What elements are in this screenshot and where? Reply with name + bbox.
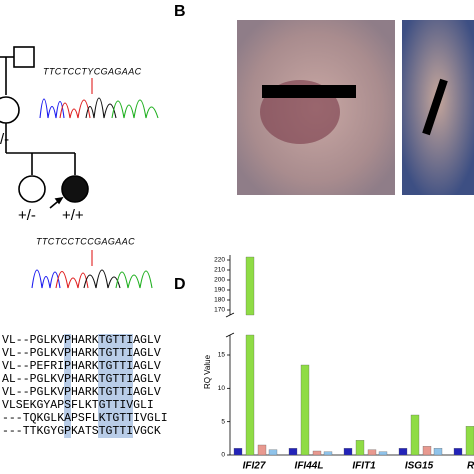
genotype: /- (0, 131, 9, 148)
alignment-row: AL--PGLKVPHARKTGTTIAGLV (2, 373, 161, 386)
pedigree (0, 46, 89, 209)
alignment: VL--PGLKVPHARKTGTTIAGLVVL--PGLKVPHARKTGT… (2, 334, 168, 438)
female-symbol (0, 96, 20, 124)
sequence: TTCTCCTYCGAGAAC (43, 66, 142, 76)
bar (410, 414, 420, 456)
alignment-row: ---TQKGLKAPSFLKTGTTIVGLI (2, 412, 168, 425)
bar (233, 448, 243, 456)
panel-label: D (174, 276, 186, 293)
x-tick-label: IFI27 (243, 461, 266, 472)
sequence: TTCTCCTCCGAGAAC (36, 236, 135, 246)
x-tick-label: RS (467, 461, 474, 472)
alignment-row: VL--PGLKVPHARKTGTTIAGLV (2, 386, 161, 399)
bar (398, 448, 408, 456)
y-tick-label: 190 (214, 287, 225, 294)
y-tick-label: 5 (221, 418, 225, 425)
y-tick-label: 200 (214, 277, 225, 284)
trace (85, 97, 117, 119)
bar (367, 449, 377, 456)
genotype: +/- (18, 207, 36, 224)
x-tick-label: ISG15 (405, 461, 434, 472)
y-tick-label: 0 (221, 452, 225, 459)
alignment-row: VL--PGLKVPHARKTGTTIAGLV (2, 347, 161, 360)
bar-chart: 0 5 10 15 170 180 190 200 210 220 IFI27 IFI44L IFIT1… (214, 255, 474, 472)
eye-bar (422, 78, 448, 136)
axis-break (225, 312, 235, 338)
alignment-row: ---TTKGYGPKATSTGTTIVGCK (2, 425, 161, 438)
alignment-row: VL--PEFRIPHARKTGTTIAGLV (2, 360, 161, 373)
bar (312, 450, 322, 456)
bar (378, 451, 388, 456)
bar (323, 451, 333, 456)
eye-bar (262, 85, 356, 98)
trace (55, 270, 89, 289)
chromatogram (31, 250, 153, 289)
y-tick-label: 210 (214, 267, 225, 274)
female-symbol (18, 175, 46, 203)
alignment-row: VLSEKGYAPSFLKTGTTIVGLI (2, 399, 154, 412)
x-tick-label: IFI44L (295, 461, 324, 472)
trace (115, 270, 153, 289)
y-tick-label: 15 (218, 352, 226, 359)
male-symbol (13, 46, 35, 68)
trace (59, 99, 91, 119)
bar (268, 449, 278, 456)
highlight (64, 334, 71, 438)
bar (343, 448, 353, 456)
bar (288, 448, 298, 456)
bar (422, 446, 432, 456)
trace (39, 98, 65, 119)
proband-symbol (61, 175, 89, 203)
bar (300, 364, 310, 456)
y-tick-label: 180 (214, 297, 225, 304)
bar (453, 448, 463, 456)
trace (83, 269, 121, 289)
trace (31, 269, 61, 289)
genotype: +/+ (62, 207, 84, 224)
x-tick-label: IFIT1 (352, 461, 376, 472)
bar (355, 440, 365, 456)
trace (111, 99, 159, 119)
bar (465, 426, 474, 456)
y-axis-label: RQ Value (203, 354, 212, 389)
y-tick-label: 170 (214, 307, 225, 314)
bar (257, 444, 267, 456)
y-tick-label: 220 (214, 257, 225, 264)
alignment-row: VL--PGLKVPHARKTGTTIAGLV (2, 334, 161, 347)
y-tick-label: 10 (218, 385, 226, 392)
panel-label: B (174, 3, 186, 20)
chromatogram (39, 78, 159, 119)
highlight (98, 334, 133, 438)
bar (245, 256, 255, 456)
bar (433, 448, 443, 456)
arrow-head (54, 196, 64, 205)
